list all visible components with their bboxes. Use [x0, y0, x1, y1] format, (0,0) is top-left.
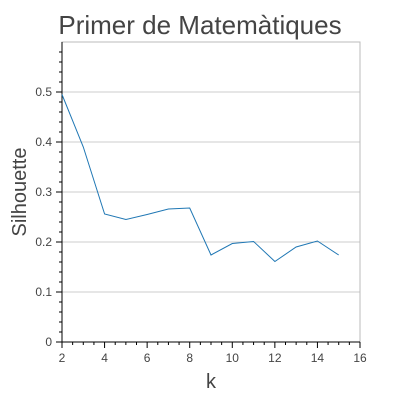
x-tick-label: 14: [311, 351, 325, 365]
x-tick-label: 8: [186, 351, 193, 365]
ticks: 0 0.1 0.2 0.3 0.4 0.5 2 4 6 8 10 12 14 16: [35, 51, 367, 365]
series-layer: [61, 94, 339, 263]
y-tick-label: 0.4: [35, 135, 52, 149]
x-tick-label: 6: [144, 351, 151, 365]
y-tick-label: 0.3: [35, 185, 52, 199]
x-tick-label: 10: [226, 351, 240, 365]
gridlines: [62, 91, 360, 293]
y-tick-label: 0.2: [35, 235, 52, 249]
x-tick-label: 12: [268, 351, 282, 365]
x-tick-label: 4: [101, 351, 108, 365]
y-tick-label: 0: [45, 335, 52, 349]
y-tick-label: 0.1: [35, 285, 52, 299]
series-line: [61, 94, 339, 263]
x-axis-label: k: [206, 371, 217, 393]
x-tick-label: 16: [353, 351, 367, 365]
y-axis-label: Silhouette: [9, 148, 31, 237]
x-tick-label: 2: [59, 351, 66, 365]
y-tick-label: 0.5: [35, 85, 52, 99]
chart-title: Primer de Matemàtiques: [58, 10, 342, 40]
